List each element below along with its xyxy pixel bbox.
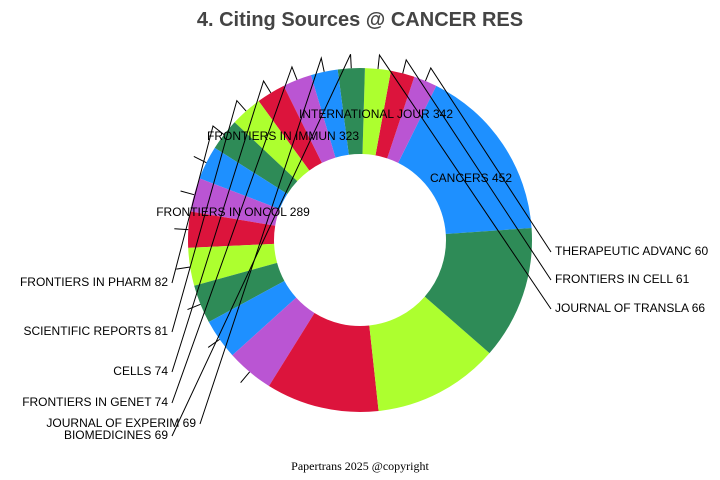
slice-nature-communicati: [188, 211, 276, 248]
leader-line-therapeutic-advanc: [424, 66, 552, 253]
slice-label-international-jour: INTERNATIONAL JOUR 342: [299, 107, 453, 121]
leader-line-frontiers-in-genet: [171, 65, 298, 404]
slice-label-frontiers-in-pharm: FRONTIERS IN PHARM 82: [20, 275, 168, 289]
leader-lines-layer: [171, 53, 552, 437]
slice-label-biomedicines: BIOMEDICINES 69: [64, 428, 168, 442]
slice-frontiers-in-pharm: [214, 122, 298, 194]
leader-line-cancer-research: [176, 266, 191, 270]
slice-label-journal-of-transla: JOURNAL OF TRANSLA 66: [555, 301, 705, 315]
leader-line-cell-death-and-disea: [207, 338, 220, 348]
slice-scientific-reports: [234, 101, 310, 182]
leader-line-cells: [171, 79, 272, 373]
leader-line-nature-communicati: [174, 228, 189, 231]
leader-line-molecular-cancer: [180, 190, 195, 196]
slice-label-frontiers-in-immun: FRONTIERS IN IMMUN 323: [207, 129, 359, 143]
leader-line-scientific-reports: [171, 99, 247, 333]
slices-layer: [188, 67, 532, 412]
slice-frontiers-in-immun: [369, 296, 490, 411]
slice-label-cancers: CANCERS 452: [430, 171, 512, 185]
slice-label-cells: CELLS 74: [113, 364, 168, 378]
chart-footer: Papertrans 2025 @copyright: [291, 459, 429, 473]
leader-line-frontiers-in-cell: [402, 58, 552, 281]
slice-labels-layer: CANCERS 452 THERAPEUTIC ADVANC 60 FRONTIER…: [0, 0, 708, 442]
slice-label-frontiers-in-genet: FRONTIERS IN GENET 74: [22, 395, 168, 409]
slice-biomedicine-and-phar: [232, 297, 315, 386]
slice-label-frontiers-in-oncol: FRONTIERS IN ONCOL 289: [156, 205, 310, 219]
slice-label-frontiers-in-cell: FRONTIERS IN CELL 61: [555, 272, 690, 286]
slice-international-jour: [424, 228, 532, 354]
slice-frontiers-in-oncol: [269, 312, 379, 412]
slice-signal-transductio: [199, 147, 288, 210]
leader-line-journal-of-transla: [377, 53, 552, 310]
leader-line-biomedicine-and-phar: [240, 371, 250, 383]
slice-frontiers-in-genet: [283, 75, 336, 163]
slice-journal-of-transla: [362, 68, 391, 156]
leader-line-biomedicines: [171, 54, 352, 437]
slice-biomedicines: [337, 67, 365, 155]
slice-journal-of-experim: [310, 69, 349, 158]
slice-label-scientific-reports: SCIENTIFIC REPORTS 81: [24, 324, 169, 338]
leader-line-frontiers-in-pharm: [171, 125, 225, 284]
leader-line-signal-transductio: [193, 156, 207, 164]
slice-label-journal-of-experim: JOURNAL OF EXPERIM 69: [46, 416, 196, 430]
leader-line-journal-of-experim: [199, 56, 325, 425]
leader-line-clinical-cancer-re: [187, 303, 201, 311]
slice-cell-death-and-disea: [208, 281, 297, 356]
slice-molecular-cancer: [190, 178, 280, 226]
slice-therapeutic-advanc: [387, 76, 437, 163]
slice-cancers: [398, 85, 532, 235]
slice-cancer-research: [188, 243, 278, 286]
slice-label-therapeutic-advanc: THERAPEUTIC ADVANC 60: [555, 244, 708, 258]
chart-title: 4. Citing Sources @ CANCER RES: [197, 9, 523, 31]
